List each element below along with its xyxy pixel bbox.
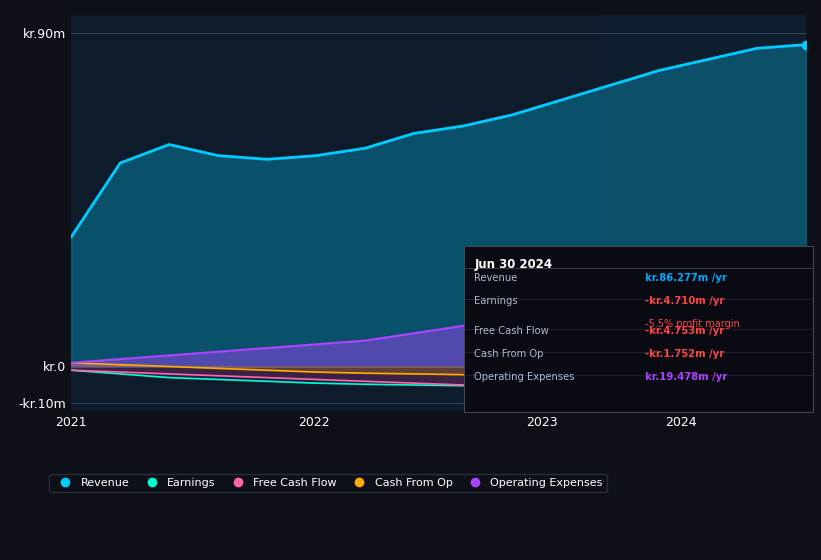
- Text: kr.19.478m /yr: kr.19.478m /yr: [645, 372, 727, 382]
- Text: -kr.4.710m /yr: -kr.4.710m /yr: [645, 296, 725, 306]
- Legend: Revenue, Earnings, Free Cash Flow, Cash From Op, Operating Expenses: Revenue, Earnings, Free Cash Flow, Cash …: [49, 474, 608, 492]
- Text: -kr.4.753m /yr: -kr.4.753m /yr: [645, 326, 725, 335]
- Text: Revenue: Revenue: [475, 273, 518, 283]
- Text: Cash From Op: Cash From Op: [475, 349, 544, 359]
- Text: -5.5% profit margin: -5.5% profit margin: [645, 319, 740, 329]
- Text: Free Cash Flow: Free Cash Flow: [475, 326, 549, 335]
- Text: Earnings: Earnings: [475, 296, 518, 306]
- Text: Operating Expenses: Operating Expenses: [475, 372, 575, 382]
- Bar: [600, 15, 806, 411]
- Text: kr.86.277m /yr: kr.86.277m /yr: [645, 273, 727, 283]
- Text: -kr.1.752m /yr: -kr.1.752m /yr: [645, 349, 725, 359]
- Text: Jun 30 2024: Jun 30 2024: [475, 258, 553, 271]
